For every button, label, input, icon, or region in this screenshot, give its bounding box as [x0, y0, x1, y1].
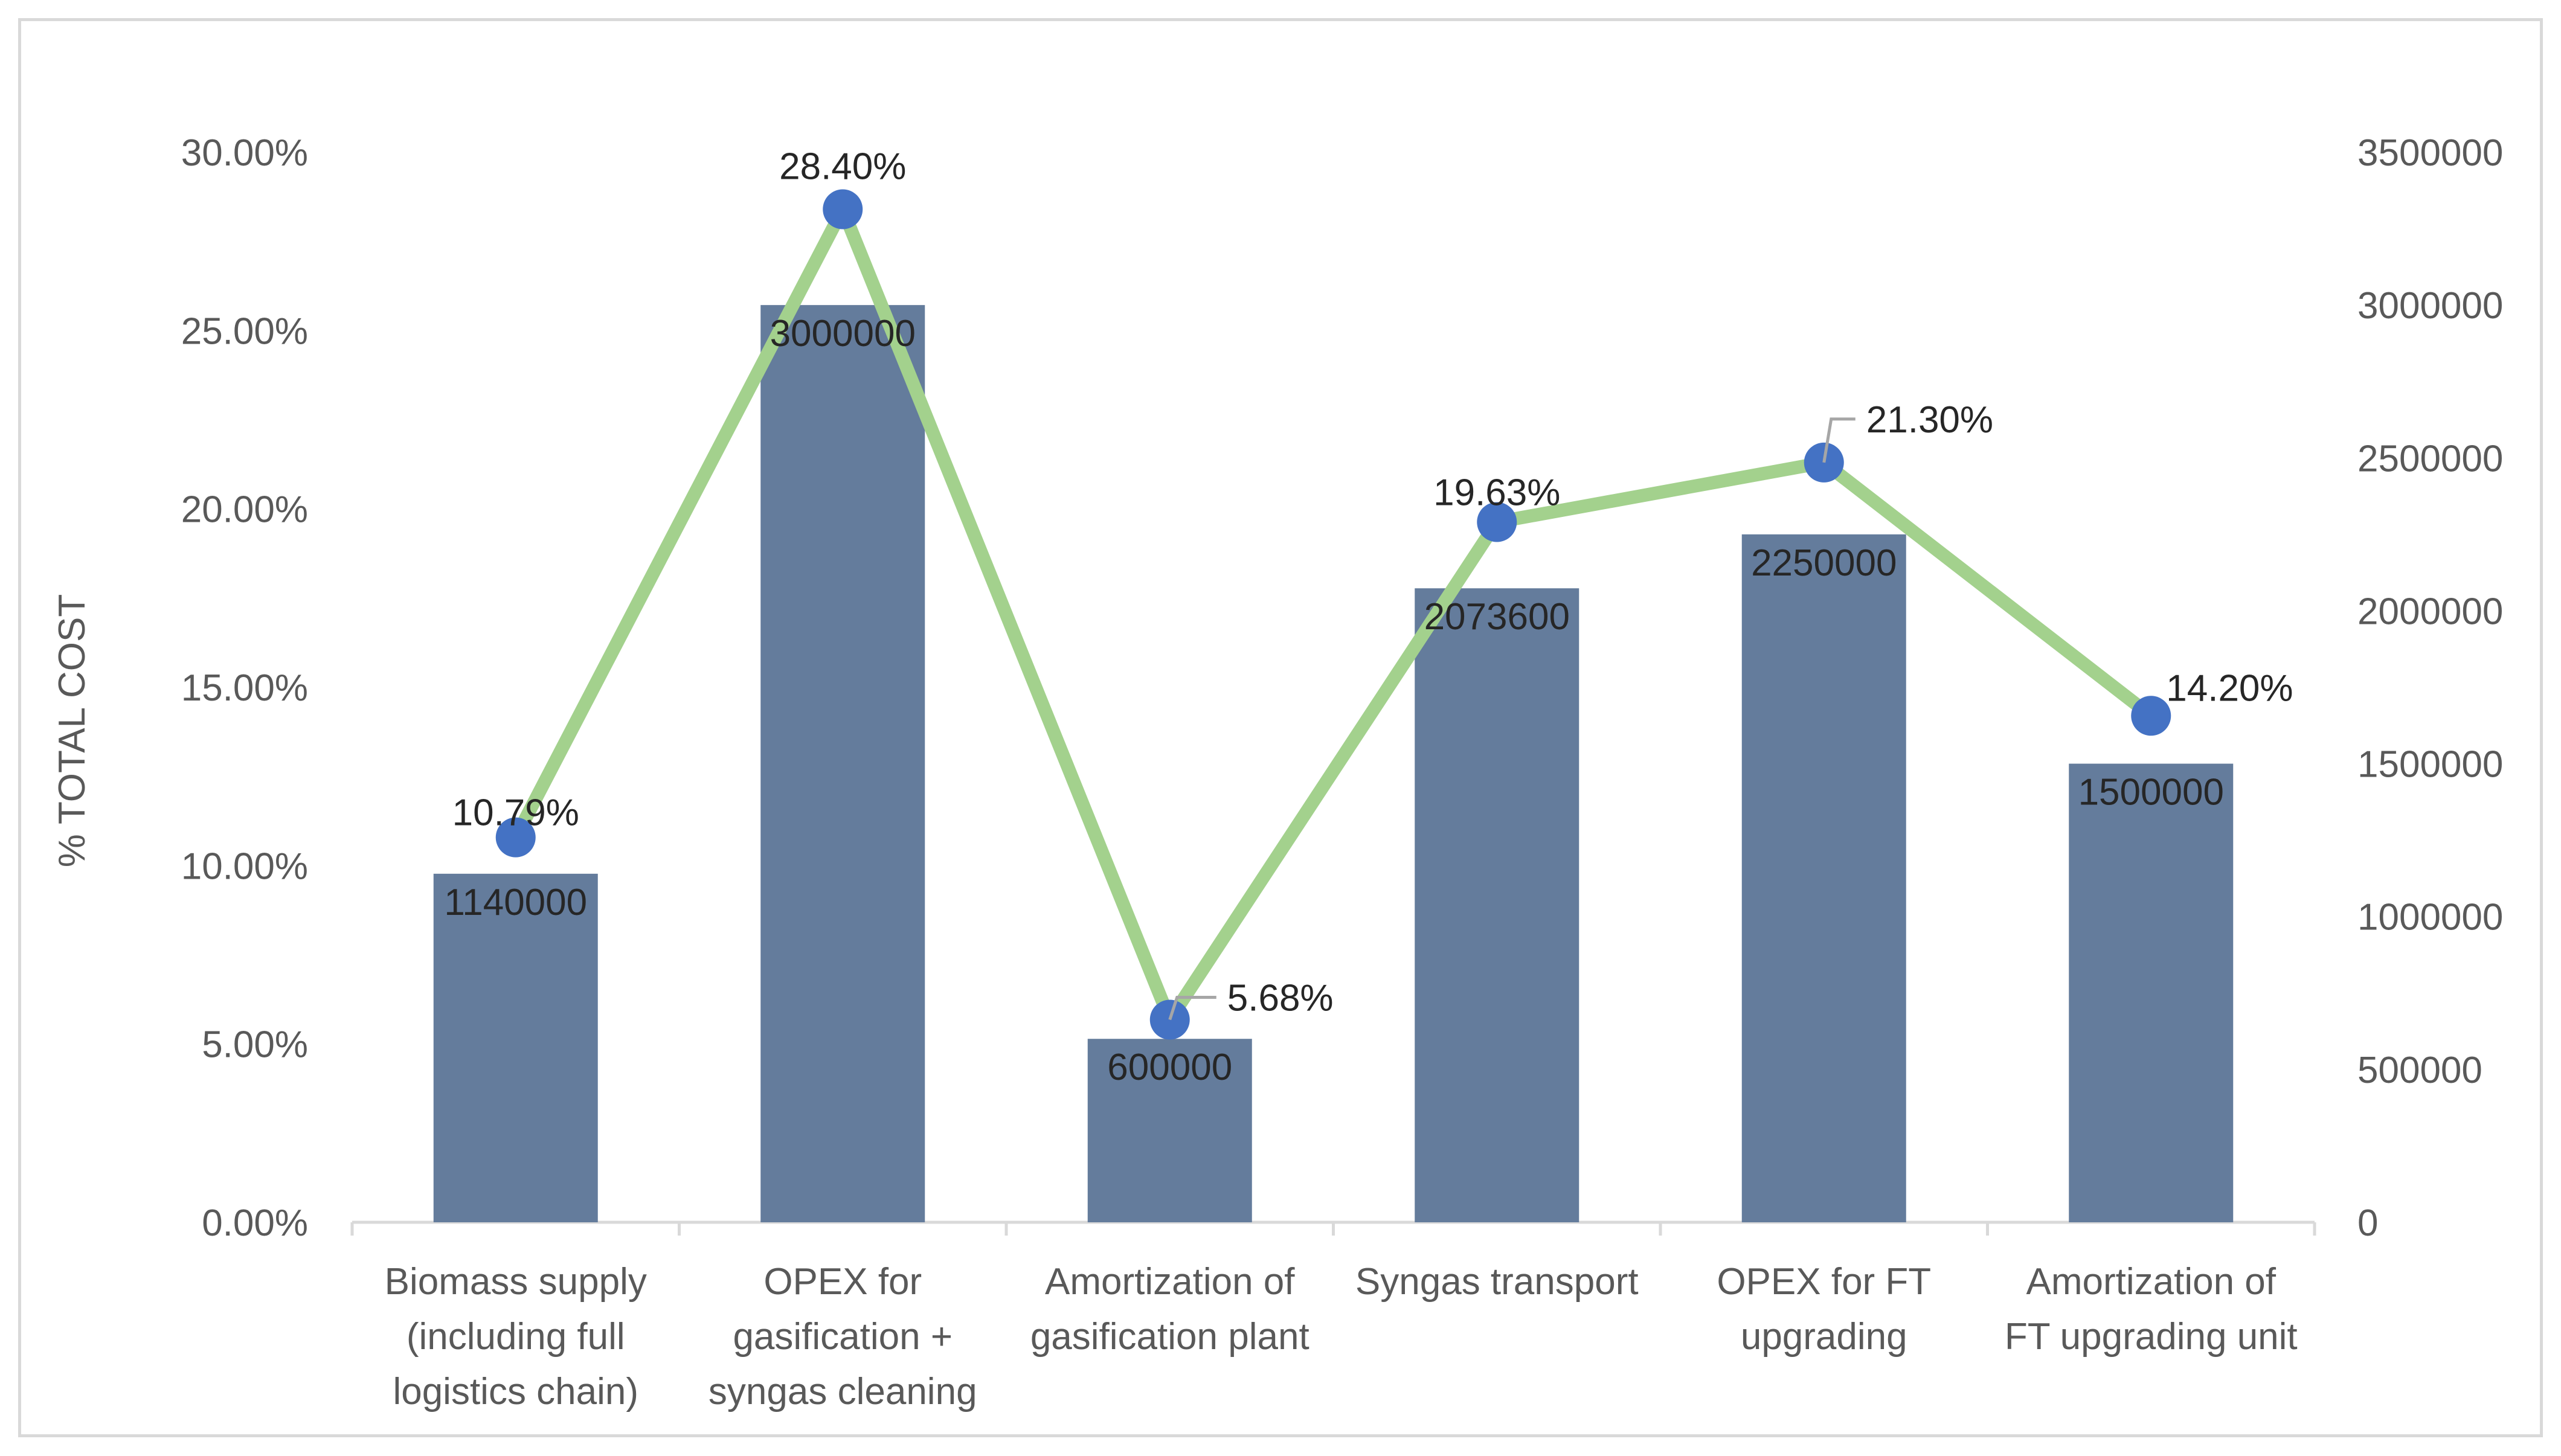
line-series — [495, 189, 2171, 1040]
category-label: Syngas transport — [1355, 1261, 1639, 1303]
y-tick-label: 5.00% — [202, 1024, 308, 1066]
line-point — [823, 189, 863, 229]
category-label: Amortization of FT upgrading unit — [2005, 1261, 2298, 1358]
bar — [1741, 534, 1906, 1222]
y2-tick-label: 2000000 — [2357, 591, 2503, 632]
bar-value-label: 2073600 — [1424, 596, 1570, 638]
y2-tick-label: 500000 — [2357, 1050, 2482, 1091]
y-tick-label: 30.00% — [181, 132, 308, 174]
y-tick-label: 0.00% — [202, 1202, 308, 1244]
y2-tick-label: 0 — [2357, 1202, 2378, 1244]
category-label: Amortization of gasification plant — [1030, 1261, 1309, 1358]
line-point — [1477, 502, 1517, 542]
y2-tick-label: 3000000 — [2357, 285, 2503, 327]
y-axis-title: % TOTAL COST — [51, 594, 93, 867]
line-value-label: 14.20% — [2166, 667, 2293, 709]
y2-tick-label: 1000000 — [2357, 897, 2503, 938]
y-tick-label: 20.00% — [181, 489, 308, 531]
line-value-label: 10.79% — [452, 792, 579, 834]
bar-value-label: 1500000 — [2078, 772, 2224, 813]
bar-value-label: 1140000 — [444, 882, 587, 923]
category-label: Biomass supply (including full logistics c… — [385, 1261, 647, 1413]
category-label: OPEX for FT upgrading — [1717, 1261, 1931, 1358]
line-value-label: 28.40% — [779, 146, 906, 188]
y-tick-label: 15.00% — [181, 667, 308, 709]
bar — [1087, 1039, 1252, 1222]
category-label: OPEX for gasification + syngas cleaning — [709, 1261, 977, 1413]
bar — [760, 305, 925, 1223]
y2-tick-label: 3500000 — [2357, 132, 2503, 174]
y-tick-label: 25.00% — [181, 310, 308, 352]
axes: 0.00% 5.00% 10.00% 15.00% 20.00% 25.00% 30.00%… — [181, 132, 2504, 1413]
line-value-label: 19.63% — [1433, 472, 1560, 514]
bar-value-label: 3000000 — [770, 313, 916, 354]
line-point — [495, 817, 536, 858]
data-labels: 1140000 3000000 600000 2073600 2250000 150000… — [444, 146, 2293, 1089]
line-value-label: 5.68% — [1227, 978, 1334, 1019]
line-point — [2131, 696, 2171, 736]
chart-frame — [18, 18, 2543, 1437]
y2-tick-label: 2500000 — [2357, 438, 2503, 479]
bar-value-label: 2250000 — [1751, 542, 1897, 584]
bar — [433, 873, 598, 1222]
bar-value-label: 600000 — [1107, 1047, 1232, 1088]
bar-series — [433, 305, 2234, 1223]
line-value-label: 21.30% — [1866, 399, 1993, 441]
label-leader-line — [1822, 417, 1856, 463]
y-tick-label: 10.00% — [181, 845, 308, 887]
bar — [1415, 588, 1579, 1222]
bar — [2069, 763, 2234, 1222]
series-line — [509, 193, 2155, 1034]
y2-tick-label: 1500000 — [2357, 744, 2503, 786]
label-leader-line — [1168, 996, 1216, 1021]
